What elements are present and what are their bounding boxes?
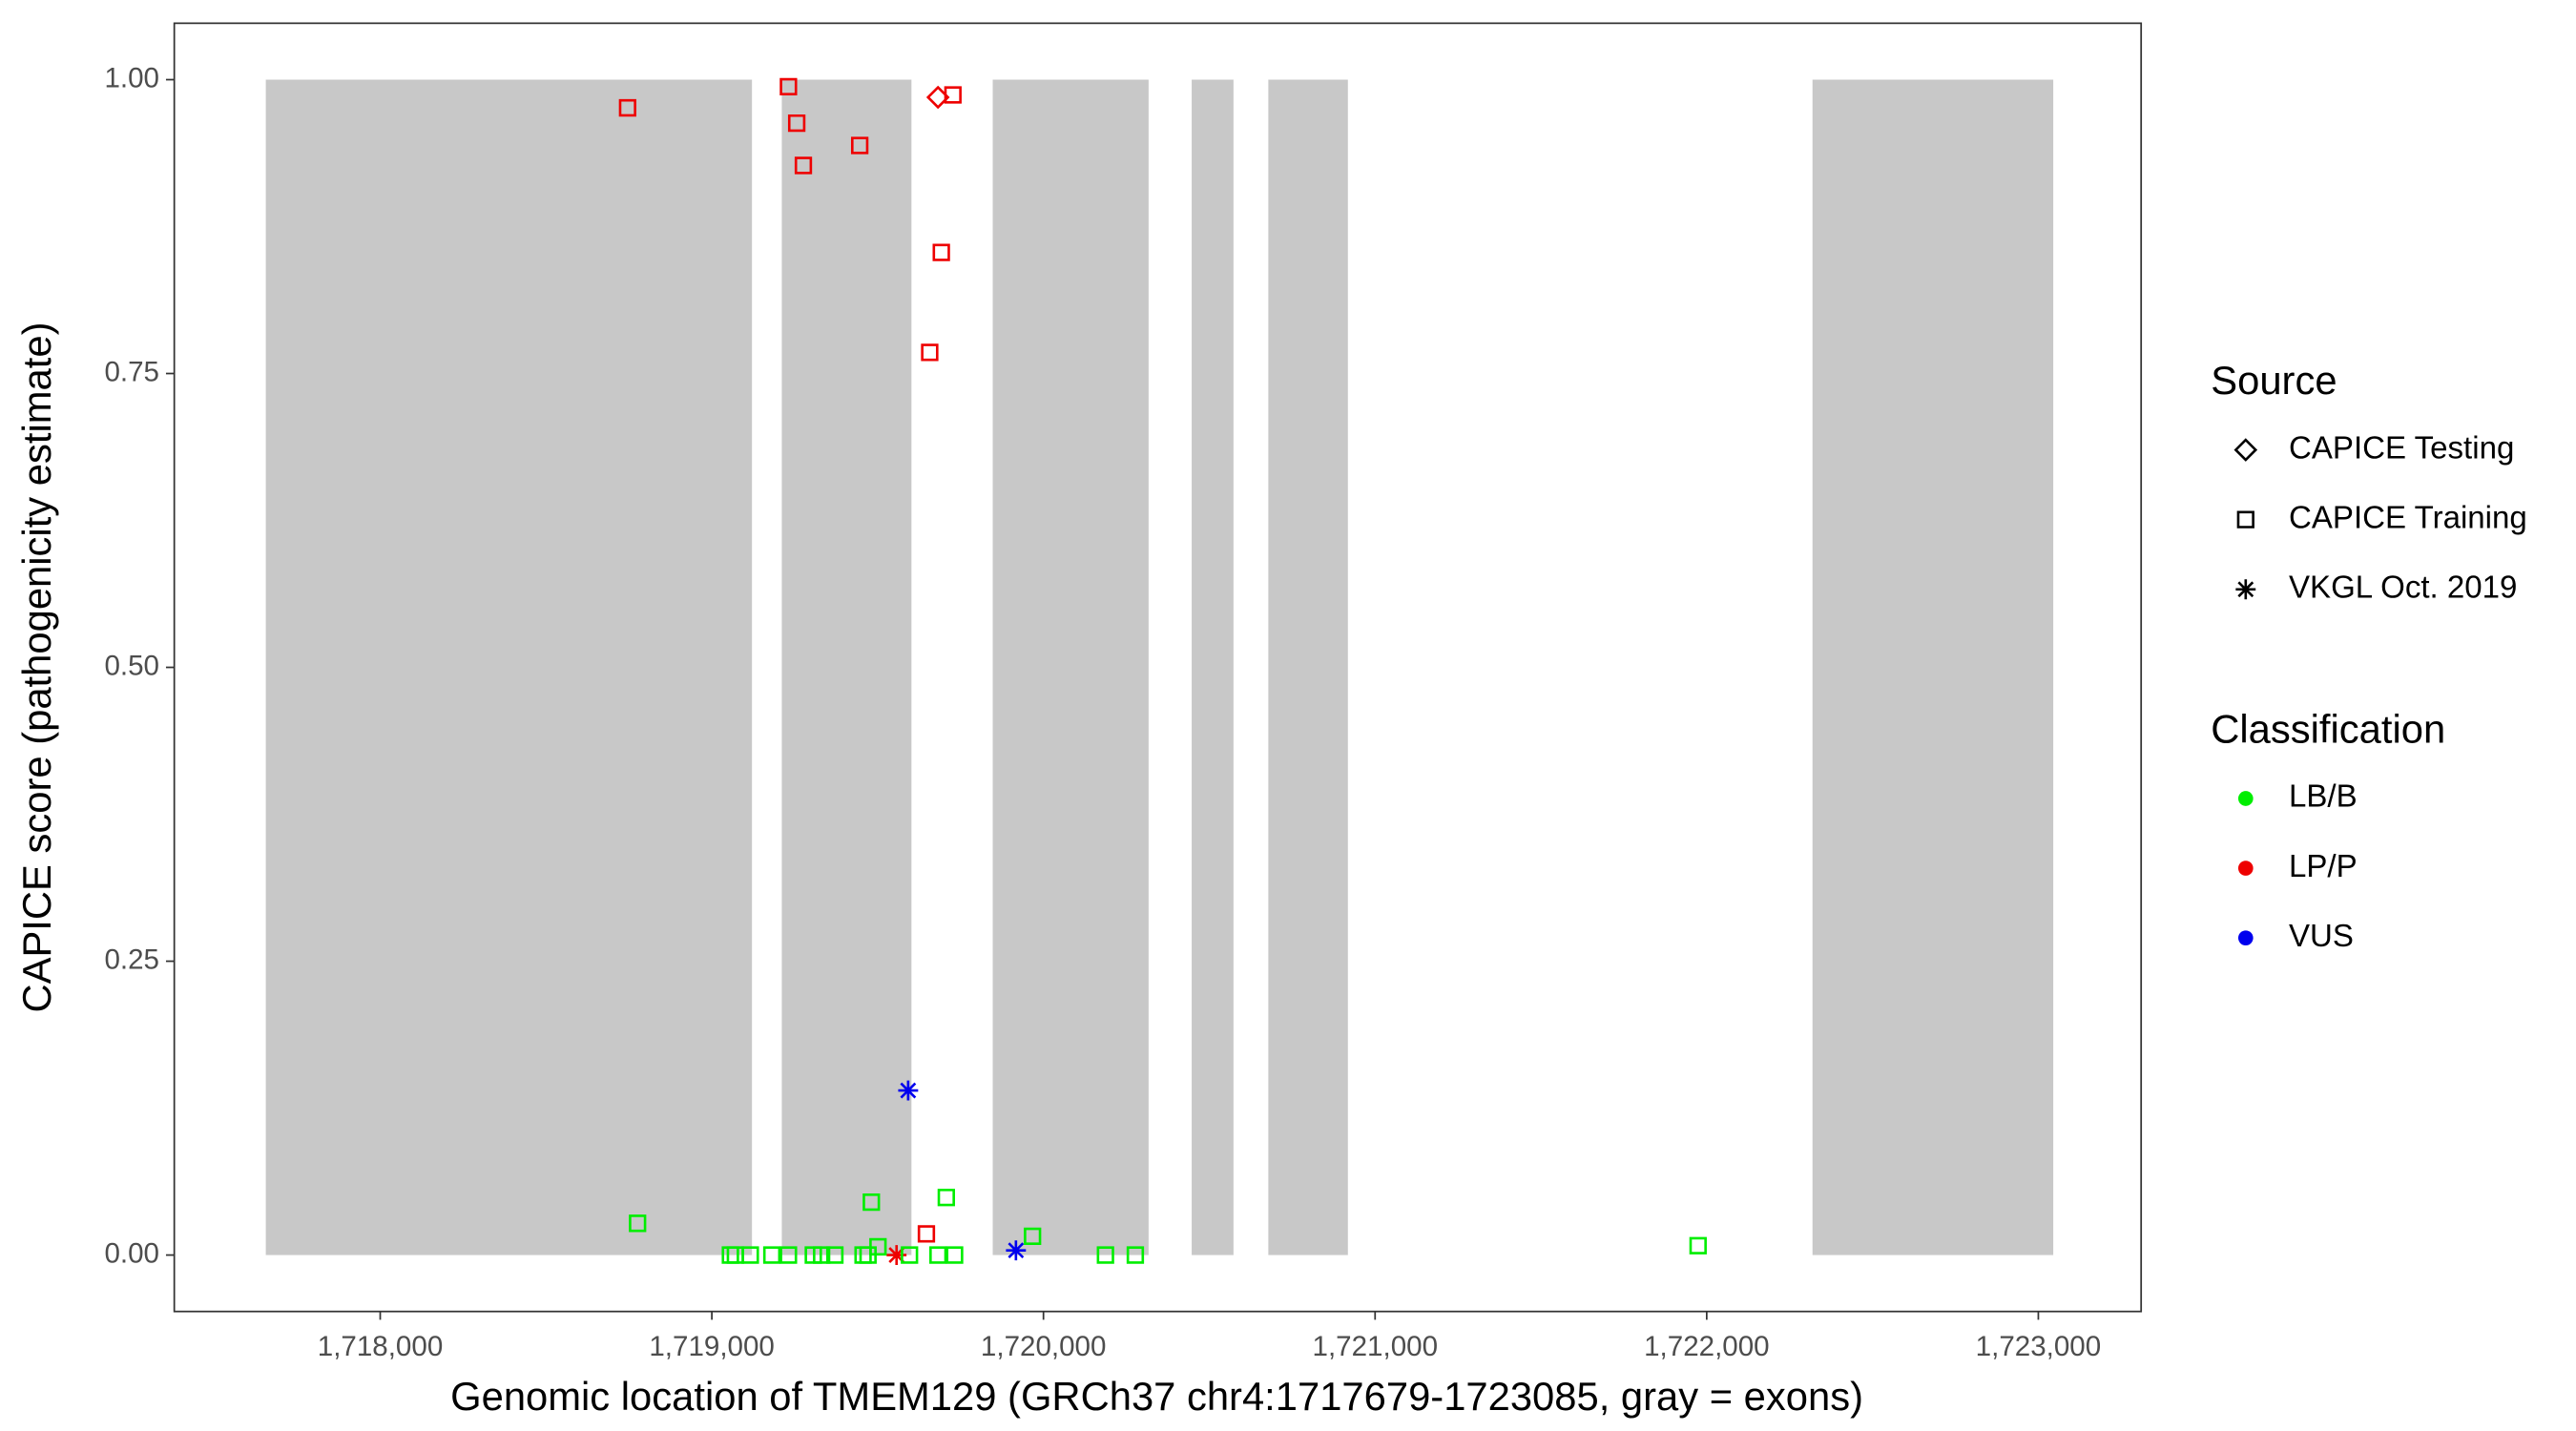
legend-key [2236, 510, 2254, 529]
point [886, 1245, 907, 1266]
legend-label: VKGL Oct. 2019 [2289, 570, 2517, 605]
point [1024, 1227, 1042, 1245]
legend-label: LP/P [2289, 849, 2358, 884]
legend-key [2237, 930, 2254, 946]
legend-title: Classification [2211, 706, 2445, 751]
x-tick-label: 1,719,000 [649, 1331, 774, 1362]
x-tick-label: 1,721,000 [1313, 1331, 1438, 1362]
point [917, 1225, 936, 1243]
point [1096, 1246, 1114, 1264]
point [825, 1246, 844, 1264]
point [898, 1080, 919, 1101]
point [1006, 1240, 1027, 1261]
point [921, 343, 939, 362]
x-tick-label: 1,720,000 [981, 1331, 1106, 1362]
legend-key [2235, 579, 2256, 600]
point [850, 136, 869, 155]
exon [265, 79, 753, 1255]
exon [992, 79, 1149, 1255]
y-tick-label: 1.00 [104, 62, 159, 93]
y-tick-label: 0.75 [104, 356, 159, 387]
exon [781, 79, 912, 1255]
y-axis-title: CAPICE score (pathogenicity estimate) [14, 322, 59, 1013]
point [862, 1192, 881, 1212]
x-tick-label: 1,718,000 [318, 1331, 443, 1362]
point [787, 114, 806, 133]
legend-key [2237, 861, 2254, 876]
y-tick-label: 0.00 [104, 1237, 159, 1269]
point [859, 1246, 877, 1264]
x-tick-label: 1,723,000 [1976, 1331, 2101, 1362]
point [932, 243, 950, 261]
point [929, 1246, 947, 1264]
point [779, 1246, 798, 1264]
legend-label: CAPICE Testing [2289, 430, 2514, 466]
y-tick-label: 0.25 [104, 944, 159, 975]
point [901, 1246, 919, 1264]
legend-label: LB/B [2289, 779, 2358, 815]
point [944, 86, 962, 104]
x-axis-title: Genomic location of TMEM129 (GRCh37 chr4… [450, 1374, 1863, 1419]
point [741, 1246, 759, 1264]
exon [1268, 79, 1348, 1255]
legend-label: CAPICE Training [2289, 500, 2527, 535]
point [762, 1246, 781, 1264]
y-tick-label: 0.50 [104, 650, 159, 681]
point [1689, 1236, 1707, 1255]
legend-key [2237, 791, 2254, 806]
legend-label: VUS [2289, 919, 2354, 954]
x-tick-label: 1,722,000 [1644, 1331, 1769, 1362]
point [779, 77, 798, 96]
legend-key [2233, 438, 2258, 462]
point [629, 1214, 647, 1233]
exon [1812, 79, 2054, 1255]
point [618, 98, 636, 117]
point [937, 1189, 955, 1207]
point [1126, 1246, 1145, 1264]
legend-title: Source [2211, 358, 2337, 403]
exon [1192, 79, 1234, 1255]
panel-border [173, 22, 2143, 1313]
point [794, 156, 813, 175]
point [925, 85, 950, 110]
point [945, 1246, 964, 1264]
